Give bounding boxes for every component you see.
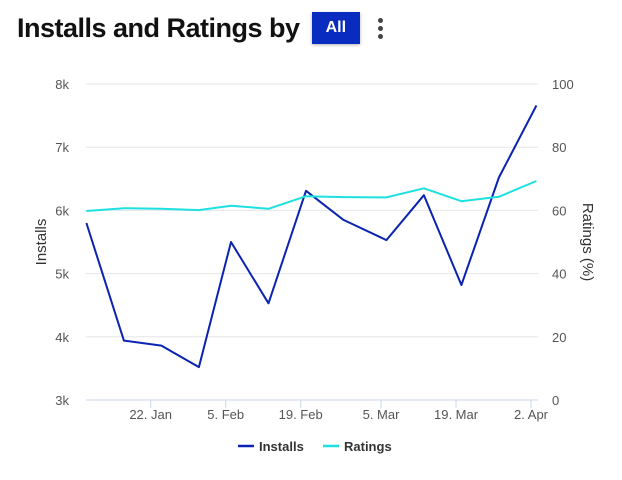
x-tick-label: 2. Apr xyxy=(514,407,549,422)
y-tick-label: 8k xyxy=(55,77,69,92)
y2-tick-label: 20 xyxy=(552,330,566,345)
y-tick-label: 3k xyxy=(55,393,69,408)
series-line-installs[interactable] xyxy=(85,105,538,369)
y2-tick-label: 100 xyxy=(552,77,574,92)
series-line-ratings[interactable] xyxy=(86,180,537,212)
chart-header: Installs and Ratings by All xyxy=(17,12,384,44)
y2-tick-label: 80 xyxy=(552,140,566,155)
y2-axis-label: Ratings (%) xyxy=(579,203,596,281)
y-tick-label: 7k xyxy=(55,140,69,155)
x-tick-label: 5. Feb xyxy=(207,407,244,422)
x-tick-label: 19. Feb xyxy=(279,407,323,422)
legend-ratings[interactable]: Ratings xyxy=(344,439,392,454)
legend-installs[interactable]: Installs xyxy=(259,439,304,454)
legend: Installs Ratings xyxy=(238,439,392,454)
x-tick-label: 5. Mar xyxy=(363,407,401,422)
y2-tick-label: 0 xyxy=(552,393,559,408)
chart-title: Installs and Ratings by xyxy=(17,12,300,43)
x-tick-label: 19. Mar xyxy=(434,407,479,422)
kebab-menu-icon[interactable] xyxy=(378,17,384,39)
y2-tick-label: 40 xyxy=(552,267,566,282)
x-tick-label: 22. Jan xyxy=(129,407,172,422)
filter-all-button[interactable]: All xyxy=(311,12,361,44)
y-axis-label: Installs xyxy=(33,219,50,266)
y2-tick-label: 60 xyxy=(552,203,566,218)
y-tick-label: 4k xyxy=(55,330,69,345)
y-tick-label: 5k xyxy=(55,267,69,282)
y-tick-label: 6k xyxy=(55,203,69,218)
